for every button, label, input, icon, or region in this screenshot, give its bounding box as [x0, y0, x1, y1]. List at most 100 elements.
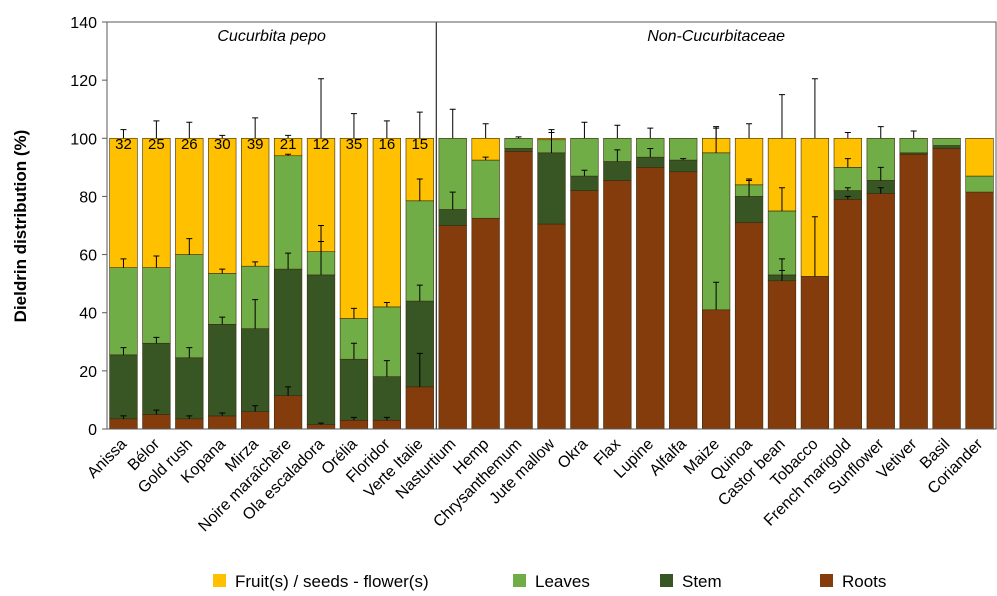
bar-segment [965, 191, 994, 430]
bar-segment [932, 148, 961, 430]
error-bar [778, 187, 785, 211]
bar-segment [833, 137, 862, 168]
bar-segment [636, 167, 665, 430]
y-tick-label: 20 [79, 364, 97, 381]
error-bar [614, 149, 621, 162]
error-bar [877, 166, 884, 181]
error-bar [383, 302, 390, 307]
bar-segment [899, 153, 928, 430]
error-bar [285, 386, 292, 396]
bar-segment [932, 137, 961, 146]
y-tick-label: 100 [70, 131, 97, 148]
error-bar [877, 126, 884, 139]
bar-segment [504, 148, 533, 152]
bar-segment [471, 159, 500, 219]
bar-label: 35 [346, 136, 363, 153]
bar-segment [800, 276, 830, 430]
bar-segment [405, 386, 434, 430]
bar-segment [208, 415, 237, 430]
y-tick-label: 140 [70, 15, 97, 32]
error-bar [449, 108, 456, 139]
bar-segment [734, 196, 764, 223]
bar-segment [142, 414, 171, 430]
error-bar [844, 187, 851, 191]
error-bar [713, 126, 720, 139]
error-bar [186, 415, 193, 419]
bar-segment [603, 180, 632, 430]
bar-label: 26 [181, 136, 198, 153]
error-bar [285, 134, 292, 139]
error-bar [252, 299, 259, 329]
bar-label: 32 [115, 136, 132, 153]
error-bar [120, 347, 127, 355]
error-bar [153, 409, 160, 415]
bar-segment [109, 267, 138, 356]
legend-label: Stem [682, 572, 722, 591]
bar-segment [899, 137, 928, 154]
bar-segment [273, 155, 303, 270]
bar-segment [208, 137, 237, 274]
y-tick-label: 40 [79, 306, 97, 323]
error-bar [844, 195, 851, 200]
bar-segment [109, 354, 138, 420]
error-bar [186, 347, 193, 358]
legend-label: Roots [842, 572, 886, 591]
bar-segment [142, 342, 171, 415]
bar-segment [603, 161, 632, 181]
error-bar [120, 258, 127, 268]
error-bar [416, 111, 423, 139]
error-bar [680, 158, 687, 161]
bar-segment [241, 411, 270, 430]
error-bar [219, 316, 226, 325]
error-bar [647, 127, 654, 139]
error-bar [153, 336, 160, 344]
error-bar [844, 131, 851, 139]
error-bar [746, 178, 753, 185]
error-bar [416, 284, 423, 302]
legend-label: Leaves [535, 572, 590, 591]
error-bar [482, 156, 489, 161]
group-label: Non-Cucurbitaceae [647, 28, 785, 45]
error-bar [153, 255, 160, 268]
group-label: Cucurbita pepo [217, 28, 326, 45]
bar-segment [833, 199, 862, 430]
bar-segment [767, 280, 797, 430]
error-bar [778, 258, 785, 275]
y-tick-label: 0 [88, 422, 97, 439]
legend-swatch [513, 574, 526, 587]
bar-segment [175, 137, 204, 255]
x-tick-label: Alfalfa [647, 436, 691, 480]
y-axis-title: Dieldrin distribution (%) [11, 130, 30, 323]
error-bar [252, 117, 259, 139]
x-tick-label: Okra [555, 436, 592, 473]
error-bar [548, 129, 555, 139]
bar-segment [306, 274, 336, 425]
error-bar [746, 123, 753, 139]
legend-label: Fruit(s) / seeds - flower(s) [235, 572, 429, 591]
bar-segment [734, 222, 764, 430]
bar-segment [702, 309, 731, 430]
bar-segment [339, 419, 369, 430]
error-bar [811, 216, 818, 277]
error-bar [186, 238, 193, 255]
bar-segment [241, 137, 270, 267]
bar-segment [438, 209, 467, 226]
error-bar [318, 78, 325, 139]
error-bar [252, 405, 259, 412]
bar-segment [636, 156, 665, 168]
bar-segment [537, 223, 566, 430]
bar-segment [109, 137, 138, 268]
legend-swatch [660, 574, 673, 587]
bar-segment [339, 137, 369, 319]
bar-segment [142, 267, 171, 344]
error-bar [153, 120, 160, 139]
bar-segment [273, 268, 303, 396]
bar-label: 15 [411, 136, 428, 153]
bar-segment [537, 152, 566, 225]
error-bar [350, 342, 357, 360]
error-bar [219, 412, 226, 416]
error-bar [811, 78, 818, 139]
error-bar [285, 252, 292, 270]
error-bar [778, 94, 785, 139]
